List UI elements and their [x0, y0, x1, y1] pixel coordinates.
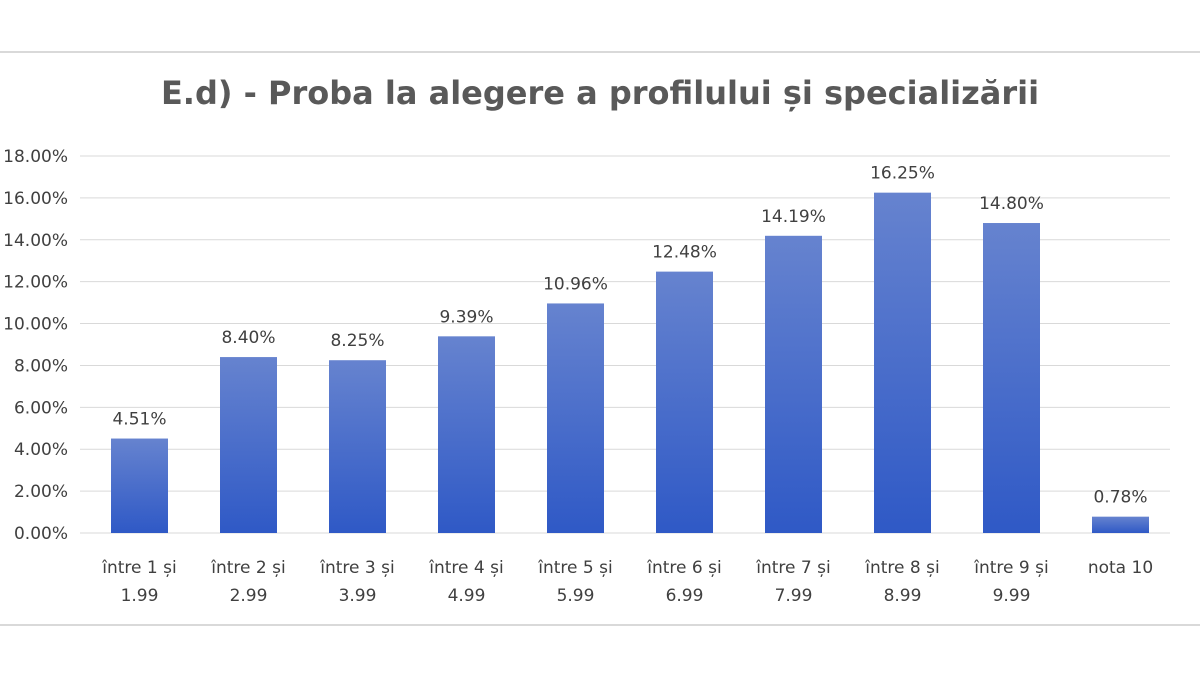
category-label: nota 10: [1088, 558, 1153, 578]
category-label: 6.99: [666, 586, 704, 606]
bar: [983, 223, 1040, 533]
category-label: între 6 și: [646, 558, 721, 578]
y-tick-label: 6.00%: [14, 398, 68, 418]
bar: [874, 192, 931, 533]
y-tick-label: 18.00%: [3, 147, 68, 167]
y-tick-label: 14.00%: [3, 231, 68, 251]
bar: [765, 235, 822, 533]
category-label: între 4 și: [428, 558, 503, 578]
data-label: 8.40%: [221, 328, 275, 348]
chart-title: E.d) - Proba la alegere a profilului și …: [160, 74, 1040, 112]
category-label: între 1 și: [101, 558, 176, 578]
category-label: între 2 și: [210, 558, 285, 578]
y-tick-label: 12.00%: [3, 273, 68, 293]
bar: [547, 303, 604, 533]
y-tick-label: 2.00%: [14, 482, 68, 502]
data-label: 8.25%: [330, 331, 384, 351]
category-label: între 7 și: [755, 558, 830, 578]
data-label: 14.80%: [979, 194, 1044, 214]
bar: [656, 271, 713, 533]
data-labels: 4.51% 8.40% 8.25% 9.39% 10.96% 12.48% 14.19% 16…: [112, 164, 1147, 508]
y-tick-label: 16.00%: [3, 189, 68, 209]
y-tick-label: 8.00%: [14, 356, 68, 376]
data-label: 10.96%: [543, 274, 608, 294]
category-label: între 9 și: [973, 558, 1048, 578]
data-label: 14.19%: [761, 207, 826, 227]
bar: [438, 336, 495, 533]
category-label: 2.99: [230, 586, 268, 606]
category-label: 8.99: [884, 586, 922, 606]
category-label: 5.99: [557, 586, 595, 606]
data-label: 0.78%: [1093, 488, 1147, 508]
bottom-divider: [0, 624, 1200, 626]
y-axis-ticks: 0.00% 2.00% 4.00% 6.00% 8.00% 10.00% 12.00% 14.…: [3, 147, 68, 544]
data-label: 9.39%: [439, 307, 493, 327]
bars: [111, 192, 1149, 533]
category-label: 9.99: [993, 586, 1031, 606]
bar: [1092, 516, 1149, 533]
category-label: 1.99: [121, 586, 159, 606]
data-label: 4.51%: [112, 410, 166, 430]
data-label: 16.25%: [870, 164, 935, 184]
category-label: 4.99: [448, 586, 486, 606]
category-label: între 3 și: [319, 558, 394, 578]
y-tick-label: 10.00%: [3, 315, 68, 335]
bar: [111, 438, 168, 533]
y-tick-label: 0.00%: [14, 524, 68, 544]
category-label: între 8 și: [864, 558, 939, 578]
y-tick-label: 4.00%: [14, 440, 68, 460]
category-labels: între 1 și 1.99 între 2 și 2.99 între 3 și 3.…: [101, 558, 1153, 606]
category-label: 3.99: [339, 586, 377, 606]
data-label: 12.48%: [652, 243, 717, 263]
top-divider: [0, 51, 1200, 53]
bar: [220, 357, 277, 533]
bar: [329, 360, 386, 533]
category-label: între 5 și: [537, 558, 612, 578]
category-label: 7.99: [775, 586, 813, 606]
